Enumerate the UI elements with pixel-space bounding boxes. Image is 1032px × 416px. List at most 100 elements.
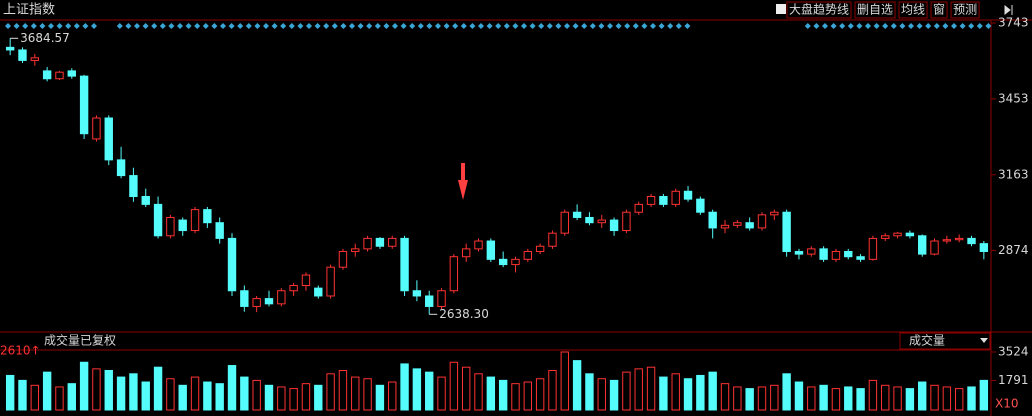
volume-bar: [807, 386, 816, 411]
event-marker: [435, 23, 441, 29]
event-marker: [392, 23, 398, 29]
candle-body: [67, 70, 76, 77]
event-marker: [134, 23, 140, 29]
candle-body: [92, 117, 101, 140]
candle-body: [55, 71, 64, 80]
collapse-icon[interactable]: [1004, 4, 1013, 16]
event-marker: [607, 23, 613, 29]
y-tick-label: 3163: [998, 167, 1029, 181]
event-marker: [228, 23, 235, 29]
candle-body: [733, 222, 742, 226]
event-marker: [220, 23, 226, 29]
event-marker: [933, 23, 940, 29]
checkbox[interactable]: [776, 4, 786, 14]
volume-bar: [868, 379, 878, 411]
volume-bar: [67, 383, 76, 411]
dropdown-arrow[interactable]: [980, 338, 988, 343]
control-button[interactable]: 删自选: [857, 3, 893, 17]
volume-bar: [881, 384, 890, 411]
event-marker: [650, 23, 656, 29]
volume-bar: [696, 374, 705, 411]
volume-bar: [609, 379, 619, 411]
volume-bar: [437, 376, 446, 411]
candle-body: [523, 250, 533, 260]
candle-body: [18, 49, 27, 61]
candle-body: [42, 70, 52, 80]
volume-bar: [375, 384, 385, 411]
candle-body: [498, 258, 508, 266]
event-marker: [263, 23, 269, 29]
event-marker: [624, 23, 631, 29]
candle-body: [437, 290, 446, 307]
volume-bar: [351, 376, 360, 411]
candle-body: [511, 258, 520, 266]
candle-body: [79, 75, 89, 135]
event-marker: [856, 23, 863, 29]
candle-body: [659, 196, 668, 205]
candle-body: [708, 211, 717, 229]
candle-body: [215, 222, 224, 239]
candle-body: [844, 250, 853, 258]
candle-body: [252, 298, 261, 307]
candle-body: [794, 250, 804, 255]
event-marker: [202, 23, 209, 29]
control-button[interactable]: 窗: [933, 3, 945, 17]
event-marker: [116, 23, 123, 29]
event-marker: [538, 23, 545, 29]
volume-tick-label: 3524: [998, 345, 1029, 359]
candle-body: [474, 240, 483, 250]
event-marker: [5, 23, 11, 29]
volume-bar: [930, 384, 939, 411]
event-marker: [142, 23, 149, 29]
candle-body: [757, 214, 767, 229]
volume-bar: [535, 378, 545, 411]
candle-body: [301, 274, 311, 287]
volume-bar: [79, 361, 89, 411]
volume-bar: [425, 371, 434, 411]
control-button[interactable]: 大盘趋势线: [789, 2, 849, 17]
volume-bar: [770, 384, 779, 411]
event-marker: [564, 23, 570, 29]
event-marker: [245, 23, 252, 29]
volume-bar: [227, 365, 237, 411]
volume-bar: [116, 376, 126, 411]
event-marker: [503, 23, 510, 29]
candle-body: [375, 237, 385, 247]
event-marker: [632, 23, 639, 29]
event-marker: [271, 23, 278, 29]
event-marker: [658, 23, 665, 29]
volume-bar: [240, 376, 249, 411]
event-marker: [581, 23, 588, 29]
event-marker: [280, 23, 287, 29]
event-marker: [366, 23, 373, 29]
candle-body: [190, 209, 200, 232]
volume-bar: [745, 388, 754, 411]
event-marker: [297, 23, 304, 29]
control-button[interactable]: 均线: [901, 3, 925, 17]
candle-body: [104, 117, 113, 161]
volume-bar: [449, 361, 459, 411]
event-marker: [942, 23, 949, 29]
candle-body: [782, 211, 791, 252]
event-marker: [882, 23, 889, 29]
event-marker: [426, 23, 433, 29]
candle-body: [314, 287, 323, 297]
candle-body: [400, 237, 409, 292]
y-tick-label: 2874: [998, 243, 1029, 257]
event-marker: [452, 23, 459, 29]
volume-bar: [708, 371, 717, 411]
control-border: [930, 1, 948, 19]
candle-body: [560, 211, 569, 234]
volume-bar: [141, 381, 150, 411]
event-marker: [56, 23, 63, 29]
event-marker: [22, 23, 29, 29]
event-marker: [555, 23, 562, 29]
event-marker: [589, 23, 596, 29]
volume-selector[interactable]: 成交量: [909, 333, 945, 348]
event-marker: [529, 23, 536, 29]
candle-body: [30, 57, 40, 61]
control-button[interactable]: 预测: [953, 3, 977, 17]
event-marker: [443, 23, 450, 29]
selector-box[interactable]: [899, 332, 991, 350]
